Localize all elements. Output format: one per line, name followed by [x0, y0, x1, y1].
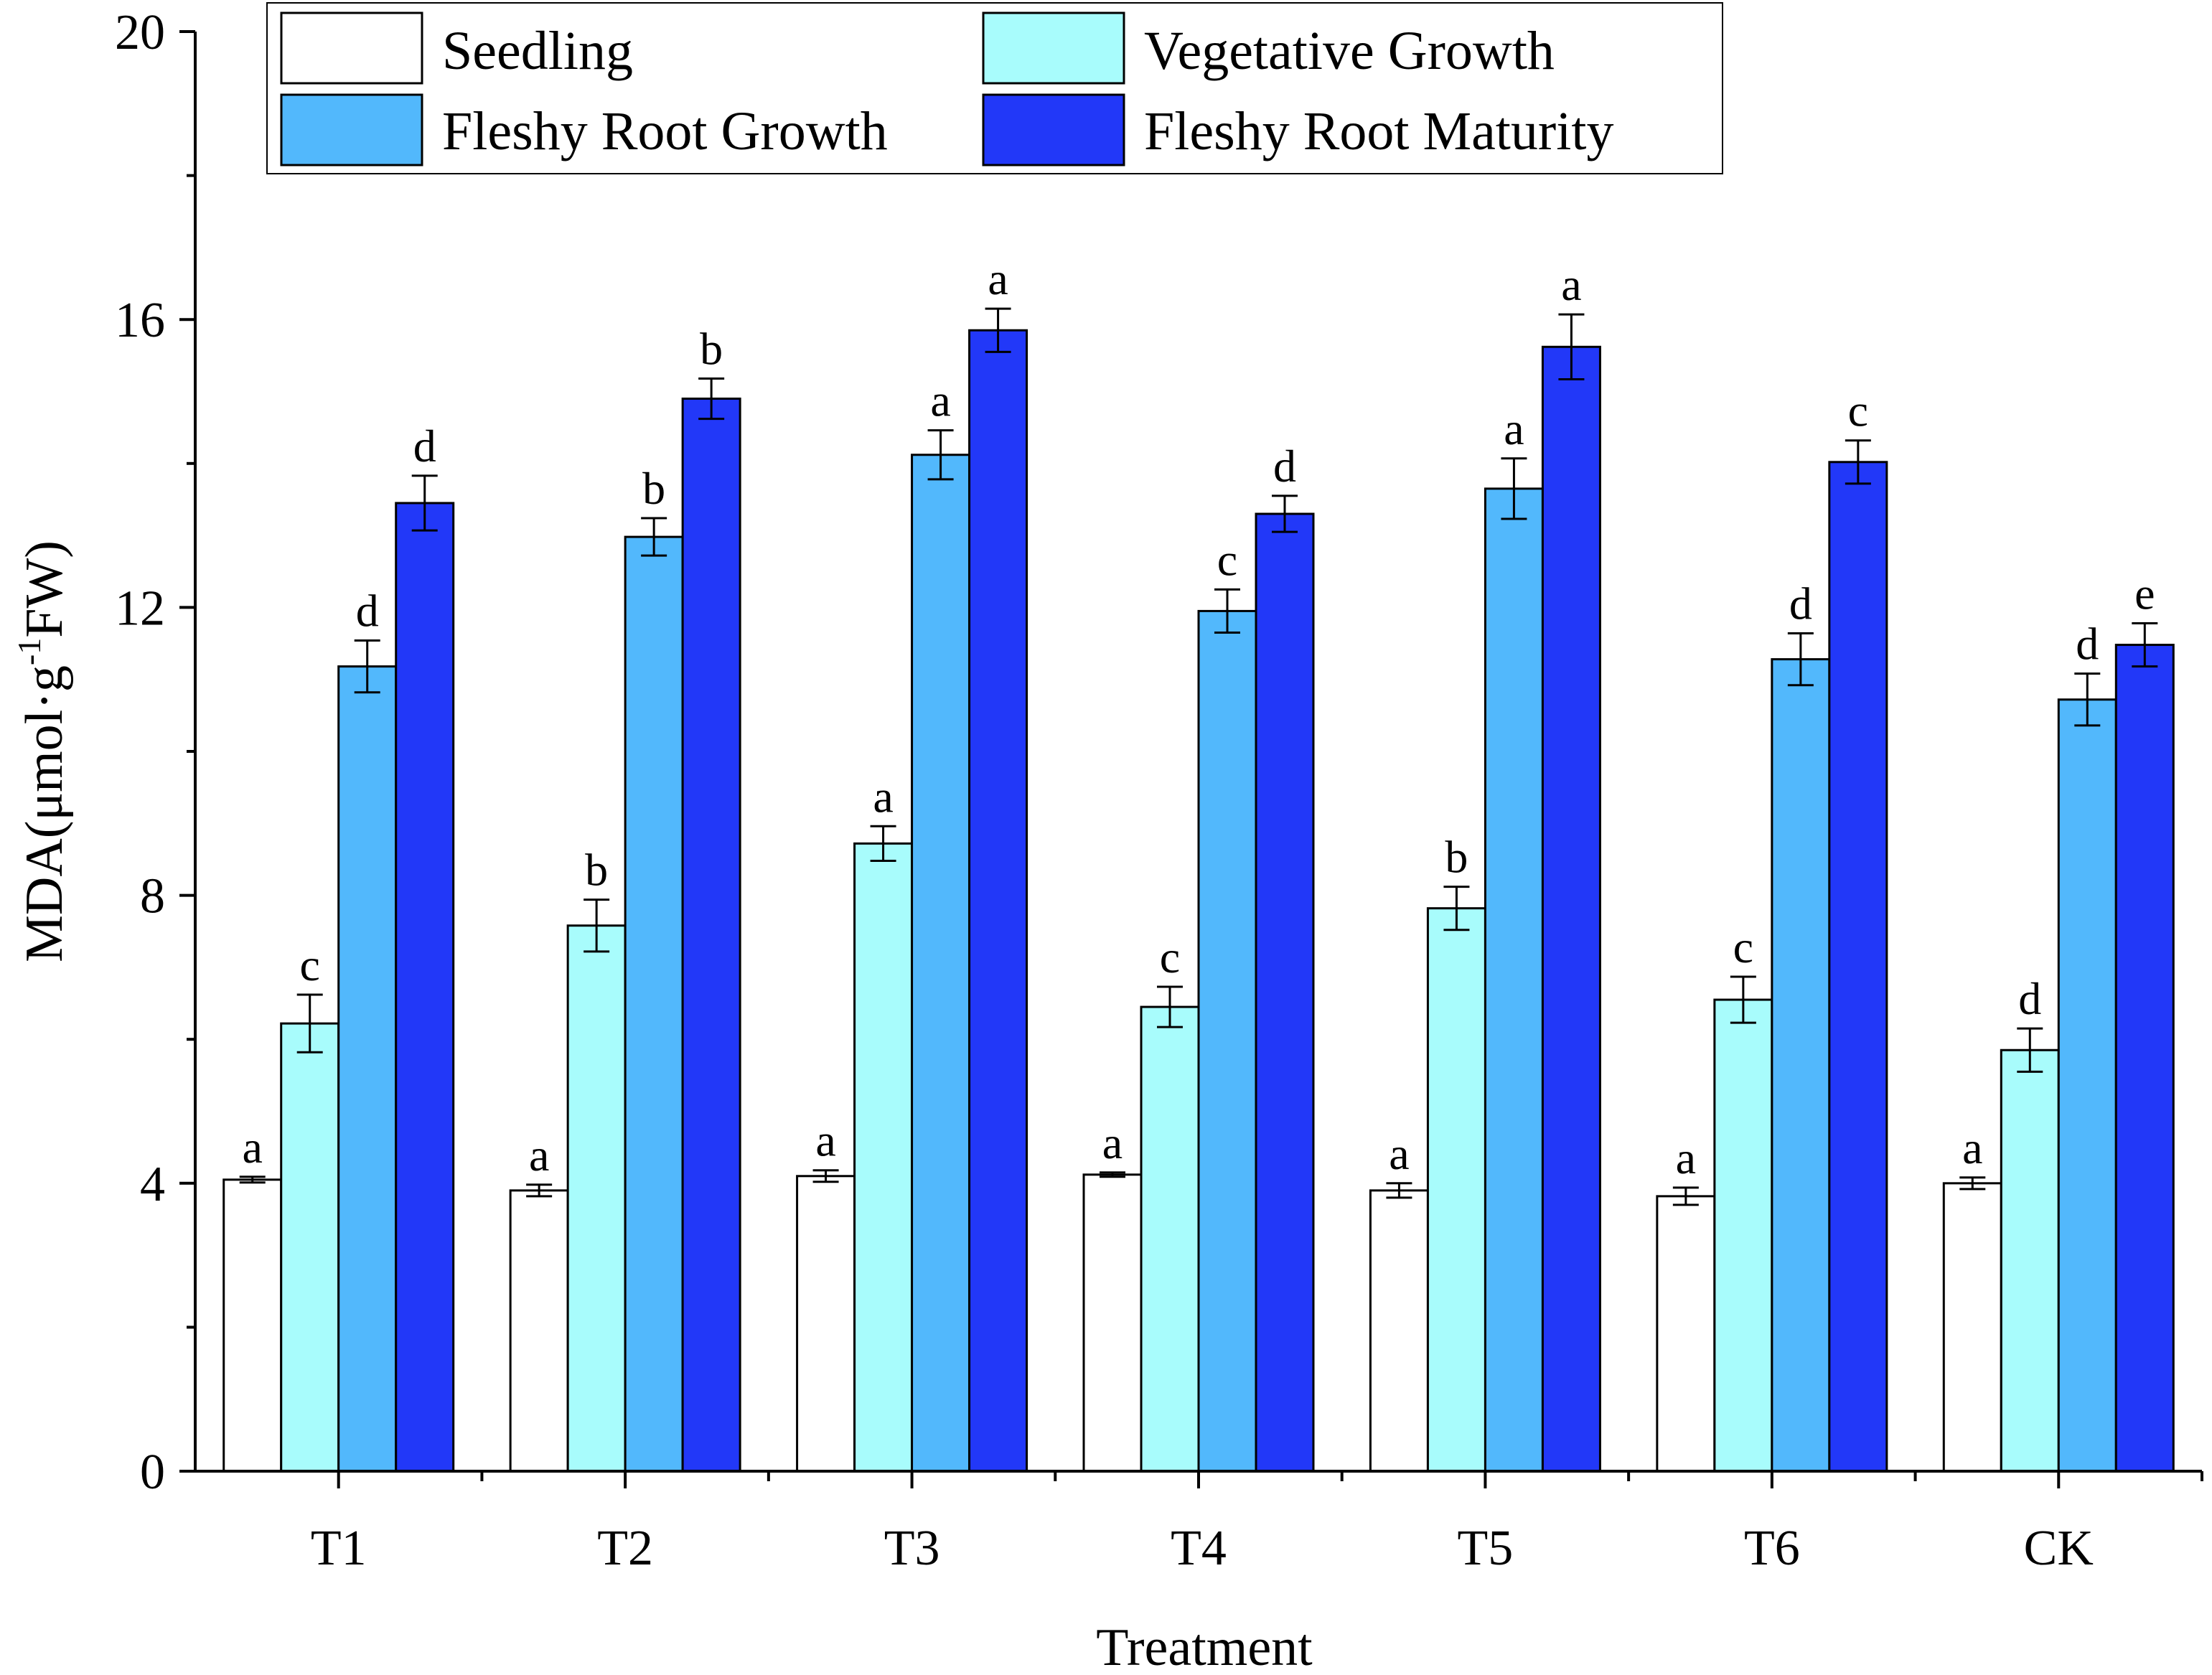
- ticks-layer: 0 4 8 12 16 20 T1 T2 T3 T4 T5 T6 CK: [115, 5, 2203, 1576]
- x-tick-label: T4: [1171, 1521, 1227, 1576]
- significance-letter: c: [1848, 385, 1868, 436]
- y-tick-label: 12: [115, 581, 165, 636]
- x-tick-label: T1: [311, 1521, 367, 1576]
- bar: [968, 329, 1028, 1473]
- significance-letter: a: [1389, 1128, 1409, 1179]
- significance-letter: d: [2076, 619, 2099, 670]
- significance-letter: a: [815, 1115, 835, 1166]
- x-tick-label: T3: [884, 1521, 940, 1576]
- significance-letter: a: [1962, 1122, 1982, 1173]
- bar: [1369, 1189, 1429, 1473]
- bar: [509, 1189, 569, 1473]
- legend-label-vegetative-growth: Vegetative Growth: [1144, 21, 1555, 81]
- x-tick-label: CK: [2024, 1521, 2094, 1576]
- significance-letter: d: [1273, 441, 1296, 492]
- significance-letter: a: [1676, 1132, 1696, 1183]
- significance-letter: a: [930, 375, 950, 426]
- significance-letter: a: [988, 253, 1008, 304]
- significance-letter: d: [413, 421, 436, 471]
- bar: [337, 665, 398, 1473]
- bar: [1942, 1182, 2002, 1473]
- y-tick-label: 8: [140, 869, 165, 924]
- significance-letter: c: [1217, 534, 1237, 585]
- bar: [1828, 461, 1888, 1473]
- significance-letter: a: [1102, 1117, 1123, 1168]
- significance-letter: b: [700, 323, 723, 374]
- significance-letter: a: [529, 1130, 549, 1181]
- y-axis-title-main: MDA(μmol·g: [15, 665, 74, 962]
- y-tick-label: 0: [140, 1445, 165, 1500]
- bar: [911, 454, 971, 1473]
- bar: [624, 535, 684, 1473]
- bar: [1713, 998, 1773, 1473]
- legend-swatch-fleshy-root-maturity: [982, 93, 1125, 166]
- x-tick-label: T5: [1458, 1521, 1514, 1576]
- significance-letter: d: [2018, 973, 2041, 1024]
- bar: [1426, 907, 1486, 1473]
- legend-label-seedling: Seedling: [442, 21, 633, 81]
- significance-letter: b: [642, 463, 665, 514]
- significance-letter: c: [300, 939, 320, 990]
- significance-letter: a: [1504, 403, 1524, 454]
- x-axis-title: Treatment: [1096, 1618, 1313, 1675]
- y-axis-title-tail: FW): [15, 540, 74, 638]
- bar: [1255, 512, 1315, 1473]
- bar: [1484, 487, 1544, 1473]
- bar: [1140, 1005, 1200, 1473]
- significance-letter: c: [1160, 932, 1180, 982]
- bar: [1197, 609, 1257, 1473]
- bar: [1771, 658, 1831, 1473]
- bar: [681, 398, 741, 1473]
- significance-letter: b: [585, 845, 608, 896]
- bar: [2000, 1048, 2060, 1473]
- bar: [796, 1175, 856, 1473]
- y-axis-title-superscript: -1: [11, 638, 47, 665]
- bar: [280, 1022, 340, 1473]
- x-tick-label: T2: [597, 1521, 653, 1576]
- significance-letter: a: [873, 771, 893, 822]
- bar: [1541, 345, 1601, 1473]
- bar: [2114, 644, 2175, 1473]
- bar: [566, 924, 627, 1473]
- y-tick-label: 20: [115, 5, 165, 60]
- legend-swatch-vegetative-growth: [982, 11, 1125, 85]
- bar: [395, 502, 455, 1473]
- bar: [2057, 698, 2117, 1473]
- bar: [222, 1178, 283, 1473]
- bar: [1082, 1173, 1143, 1473]
- legend-swatch-fleshy-root-growth: [280, 93, 423, 166]
- y-tick-label: 4: [140, 1157, 165, 1212]
- legend-swatch-seedling: [280, 11, 423, 85]
- significance-letter: d: [356, 586, 379, 637]
- significance-letter: e: [2134, 568, 2155, 619]
- legend-label-fleshy-root-maturity: Fleshy Root Maturity: [1144, 101, 1613, 161]
- legend-label-fleshy-root-growth: Fleshy Root Growth: [442, 101, 888, 161]
- significance-letter: a: [1561, 259, 1581, 310]
- significance-letter: c: [1733, 921, 1753, 972]
- bar: [1656, 1195, 1716, 1473]
- significance-letter: b: [1445, 832, 1468, 883]
- significance-letter: a: [243, 1122, 263, 1173]
- x-tick-label: T6: [1744, 1521, 1800, 1576]
- y-axis-title: MDA(μmol·g-1FW): [11, 540, 74, 962]
- significance-letter: d: [1789, 578, 1812, 629]
- bar: [853, 842, 914, 1473]
- legend: Seedling Vegetative Growth Fleshy Root G…: [266, 2, 1723, 174]
- y-tick-label: 16: [115, 293, 165, 348]
